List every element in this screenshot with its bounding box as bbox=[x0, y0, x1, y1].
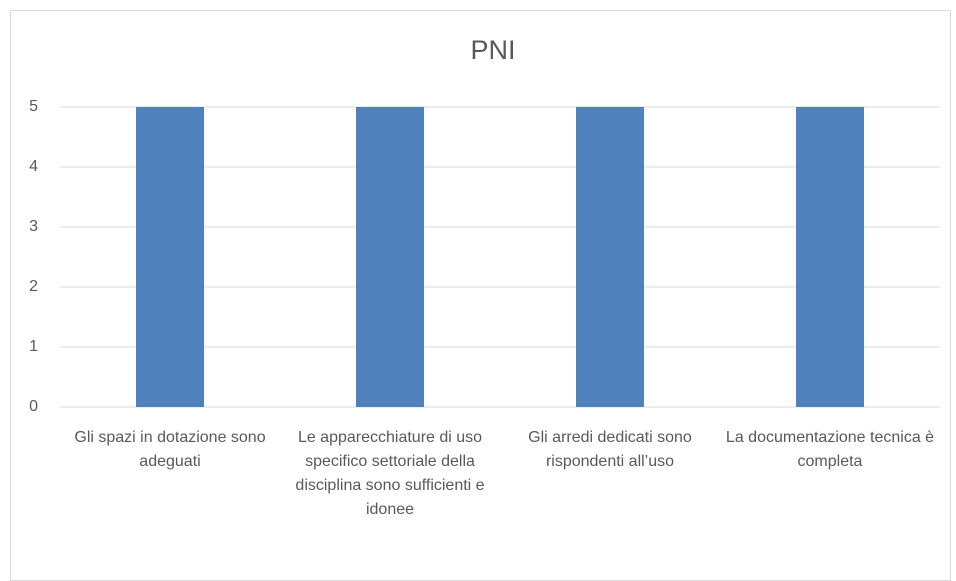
bar bbox=[796, 107, 864, 407]
x-tick-label: Gli spazi in dotazione sono adeguati bbox=[74, 429, 266, 470]
y-tick-label: 1 bbox=[29, 338, 38, 355]
bar bbox=[576, 107, 644, 407]
y-tick-label: 0 bbox=[29, 398, 38, 415]
y-tick-label: 3 bbox=[29, 218, 38, 235]
x-tick-label: La documentazione tecnica è completa bbox=[725, 429, 935, 470]
x-tick-label: Gli arredi dedicati sono rispondenti all… bbox=[528, 429, 692, 470]
y-tick-label: 5 bbox=[29, 98, 38, 115]
bar bbox=[136, 107, 204, 407]
y-tick-label: 2 bbox=[29, 278, 38, 295]
x-tick-label: Le apparecchiature di uso specifico sett… bbox=[295, 429, 485, 518]
bar bbox=[356, 107, 424, 407]
y-tick-label: 4 bbox=[29, 158, 38, 175]
chart-title: PNI bbox=[470, 35, 515, 65]
